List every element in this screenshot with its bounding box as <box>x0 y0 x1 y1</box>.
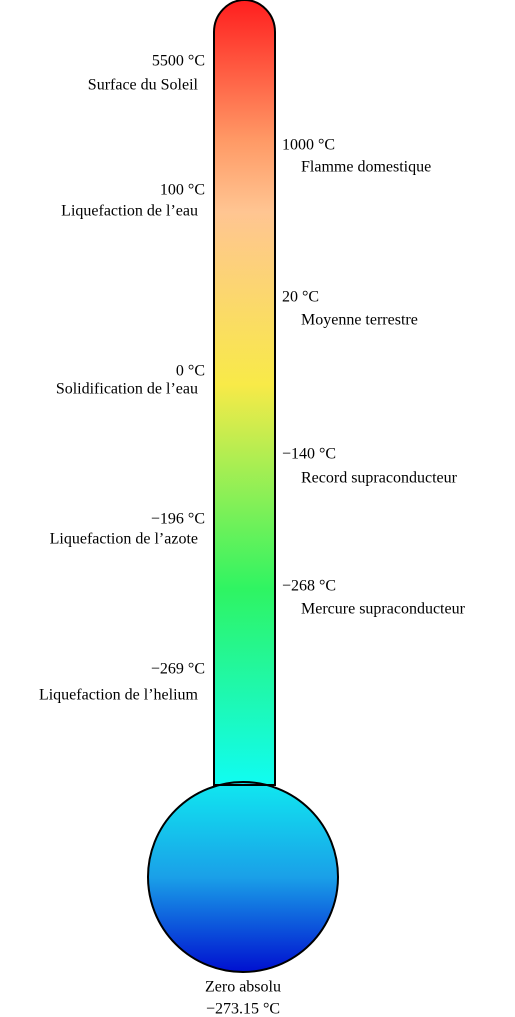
description-label: Moyenne terrestre <box>301 312 418 329</box>
description-label: Mercure supraconducteur <box>301 601 466 618</box>
description-label: Record supraconducteur <box>301 470 458 487</box>
bulb <box>147 781 339 973</box>
labels: 5500 °C Surface du Soleil 1000 °C Flamme do… <box>39 53 466 704</box>
temperature-label: 1000 °C <box>282 137 335 154</box>
bottom-temperature: −273.15 °C <box>206 1001 280 1017</box>
temperature-label: −140 °C <box>282 446 336 463</box>
temperature-label: −269 °C <box>151 661 205 678</box>
temperature-label: 0 °C <box>176 363 205 380</box>
temperature-label: 5500 °C <box>152 53 205 70</box>
description-label: Liquefaction de l’eau <box>61 203 198 220</box>
description-label: Surface du Soleil <box>88 77 199 94</box>
description-label: Liquefaction de l’helium <box>39 687 199 704</box>
temperature-label: 20 °C <box>282 289 319 306</box>
description-label: Flamme domestique <box>301 159 431 176</box>
description-label: Liquefaction de l’azote <box>50 531 198 548</box>
description-label: Solidification de l’eau <box>56 381 198 398</box>
bottom-description: Zero absolu <box>205 979 281 996</box>
temperature-label: −268 °C <box>282 578 336 595</box>
temperature-label: −196 °C <box>151 511 205 528</box>
tube <box>213 0 276 786</box>
temperature-label: 100 °C <box>160 182 205 199</box>
